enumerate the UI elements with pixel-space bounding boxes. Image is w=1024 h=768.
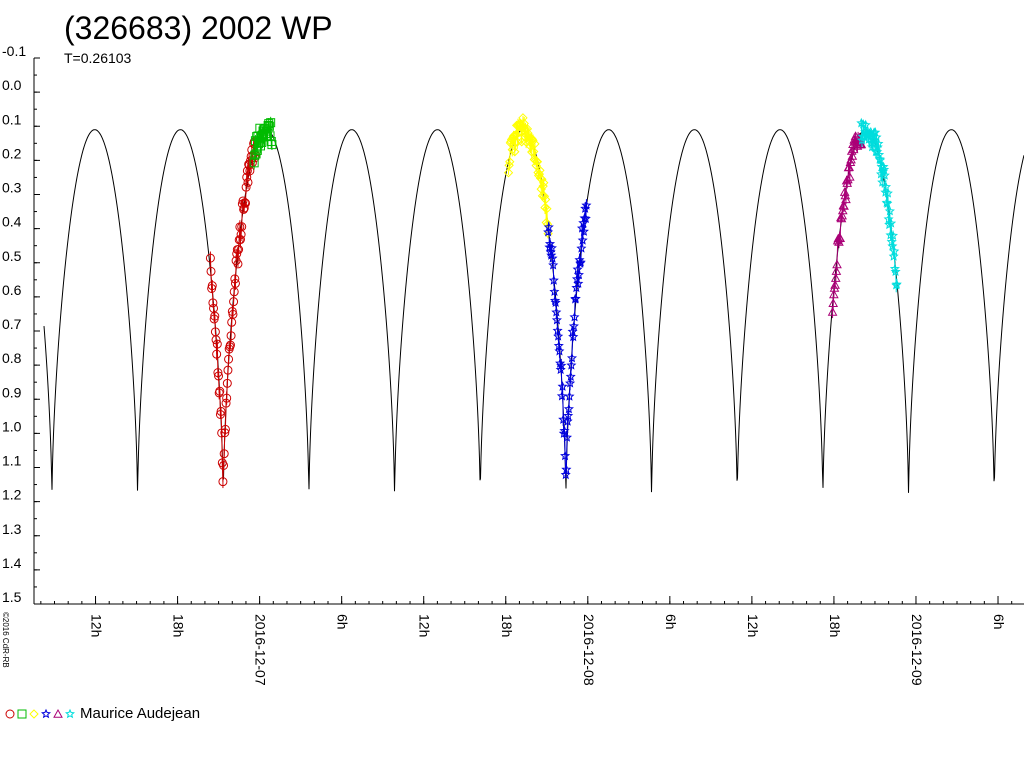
data-point [852,140,863,150]
observation-series-2 [249,116,277,170]
y-tick-label: 0.3 [2,180,22,196]
data-point [837,210,847,220]
series-line [209,141,256,482]
chart-title: (326683) 2002 WP [64,10,333,46]
y-tick-label: 0.9 [2,384,22,400]
data-point [540,202,550,213]
y-tick-label: 1.0 [2,418,22,434]
data-point [510,147,520,157]
x-tick-label: 6h [991,614,1007,630]
legend-symbol-6 [65,708,75,719]
y-tick-label: 1.1 [2,453,22,469]
data-point [503,167,514,178]
x-tick-label: 2016-12-08 [581,614,597,686]
legend-symbol-4 [41,708,51,719]
x-tick-label: 6h [663,614,679,630]
data-point [827,306,838,316]
y-tick-label: 0.0 [2,77,22,93]
legend-symbols [5,708,75,719]
series-line [253,121,273,163]
data-point [830,280,840,289]
observation-series-3 [503,113,553,239]
observation-series-4 [543,199,592,480]
observation-series-5 [827,131,867,319]
model-lightcurve [43,129,1024,493]
y-tick-label: 0.4 [2,214,22,230]
series-line [860,123,898,287]
data-point [891,279,902,289]
legend-symbol-5 [53,708,63,718]
y-tick-label: 0.2 [2,145,22,161]
series-line [508,117,549,234]
data-point [573,278,584,288]
series-line [547,205,587,475]
data-point [888,251,899,261]
lightcurve-chart: -0.1 0.0 0.1 0.2 0.3 0.4 0.5 0.6 0.7 0.8 0.9 1.0 1.1… [2,43,1024,686]
x-tick-label: 12h [417,614,433,637]
x-tick-label: 18h [171,614,187,637]
y-tick-label: 1.2 [2,487,22,503]
data-point [887,241,898,251]
y-tick-label: 0.6 [2,282,22,298]
data-point [549,295,561,306]
model-curve-layer [43,129,1024,493]
data-point [580,213,591,224]
observation-points-layer [205,113,902,489]
data-point [267,140,277,150]
y-tick-label: 0.1 [2,111,22,127]
data-point [874,153,885,164]
axes-layer: -0.1 0.0 0.1 0.2 0.3 0.4 0.5 0.6 0.7 0.8 0.9 1.0 1.1… [2,43,1024,686]
data-point [839,201,849,210]
data-point [840,190,851,200]
x-tick-label: 12h [745,614,761,637]
chart-subtitle: T=0.26103 [64,50,132,66]
data-point [568,331,579,342]
data-point [881,197,892,207]
x-tick-label: 6h [335,614,351,630]
data-point [577,234,588,245]
data-point [560,469,571,480]
data-point [578,226,589,236]
legend-symbol-2 [17,709,27,719]
data-point [505,157,515,167]
y-tick-label: 1.4 [2,555,22,571]
x-tick-label: 18h [499,614,515,637]
legend-observer-name: Maurice Audejean [80,705,201,722]
observation-series-6 [856,117,902,293]
legend-symbol-3 [29,709,39,719]
legend-symbol-1 [5,709,15,719]
y-tick-label: 0.7 [2,316,22,332]
data-point [575,257,586,267]
x-tick-label: 2016-12-07 [253,614,269,686]
data-point [836,213,847,223]
y-tick-label: 1.3 [2,521,22,537]
x-tick-label: 18h [827,614,843,637]
y-tick-label: 0.8 [2,350,22,366]
data-point [882,198,893,208]
y-tick-label: -0.1 [2,43,26,59]
y-tick-label: 0.5 [2,248,22,264]
data-point [835,233,846,243]
x-tick-label: 2016-12-09 [909,614,925,686]
data-point [847,151,858,160]
data-point [264,119,274,129]
observation-series-1 [205,136,261,489]
legend: Maurice Audejean [4,702,200,726]
series-line [832,136,862,313]
y-tick-label: 1.5 [2,589,22,605]
data-point [570,293,581,303]
x-tick-label: 12h [89,614,105,637]
